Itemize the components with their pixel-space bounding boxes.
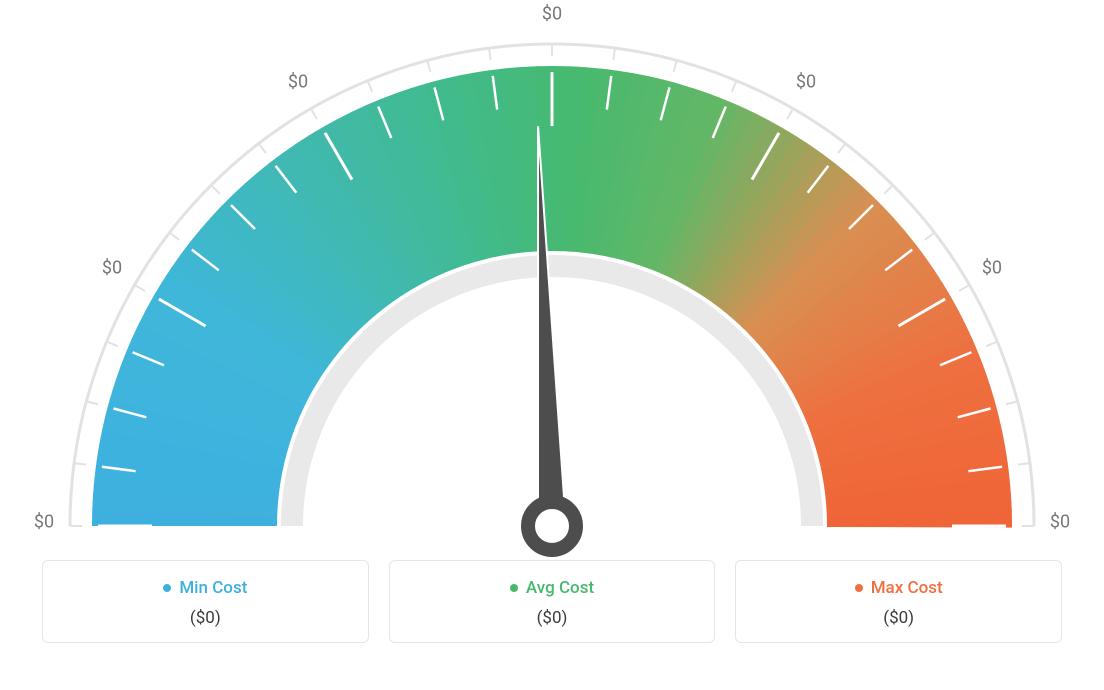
- legend-value-avg: ($0): [400, 608, 705, 628]
- legend-value-min: ($0): [53, 608, 358, 628]
- gauge-hub: [528, 502, 576, 550]
- gauge-svg: [0, 4, 1104, 604]
- gauge-chart: $0$0$0$0$0$0$0: [0, 0, 1104, 560]
- legend-value-max: ($0): [746, 608, 1051, 628]
